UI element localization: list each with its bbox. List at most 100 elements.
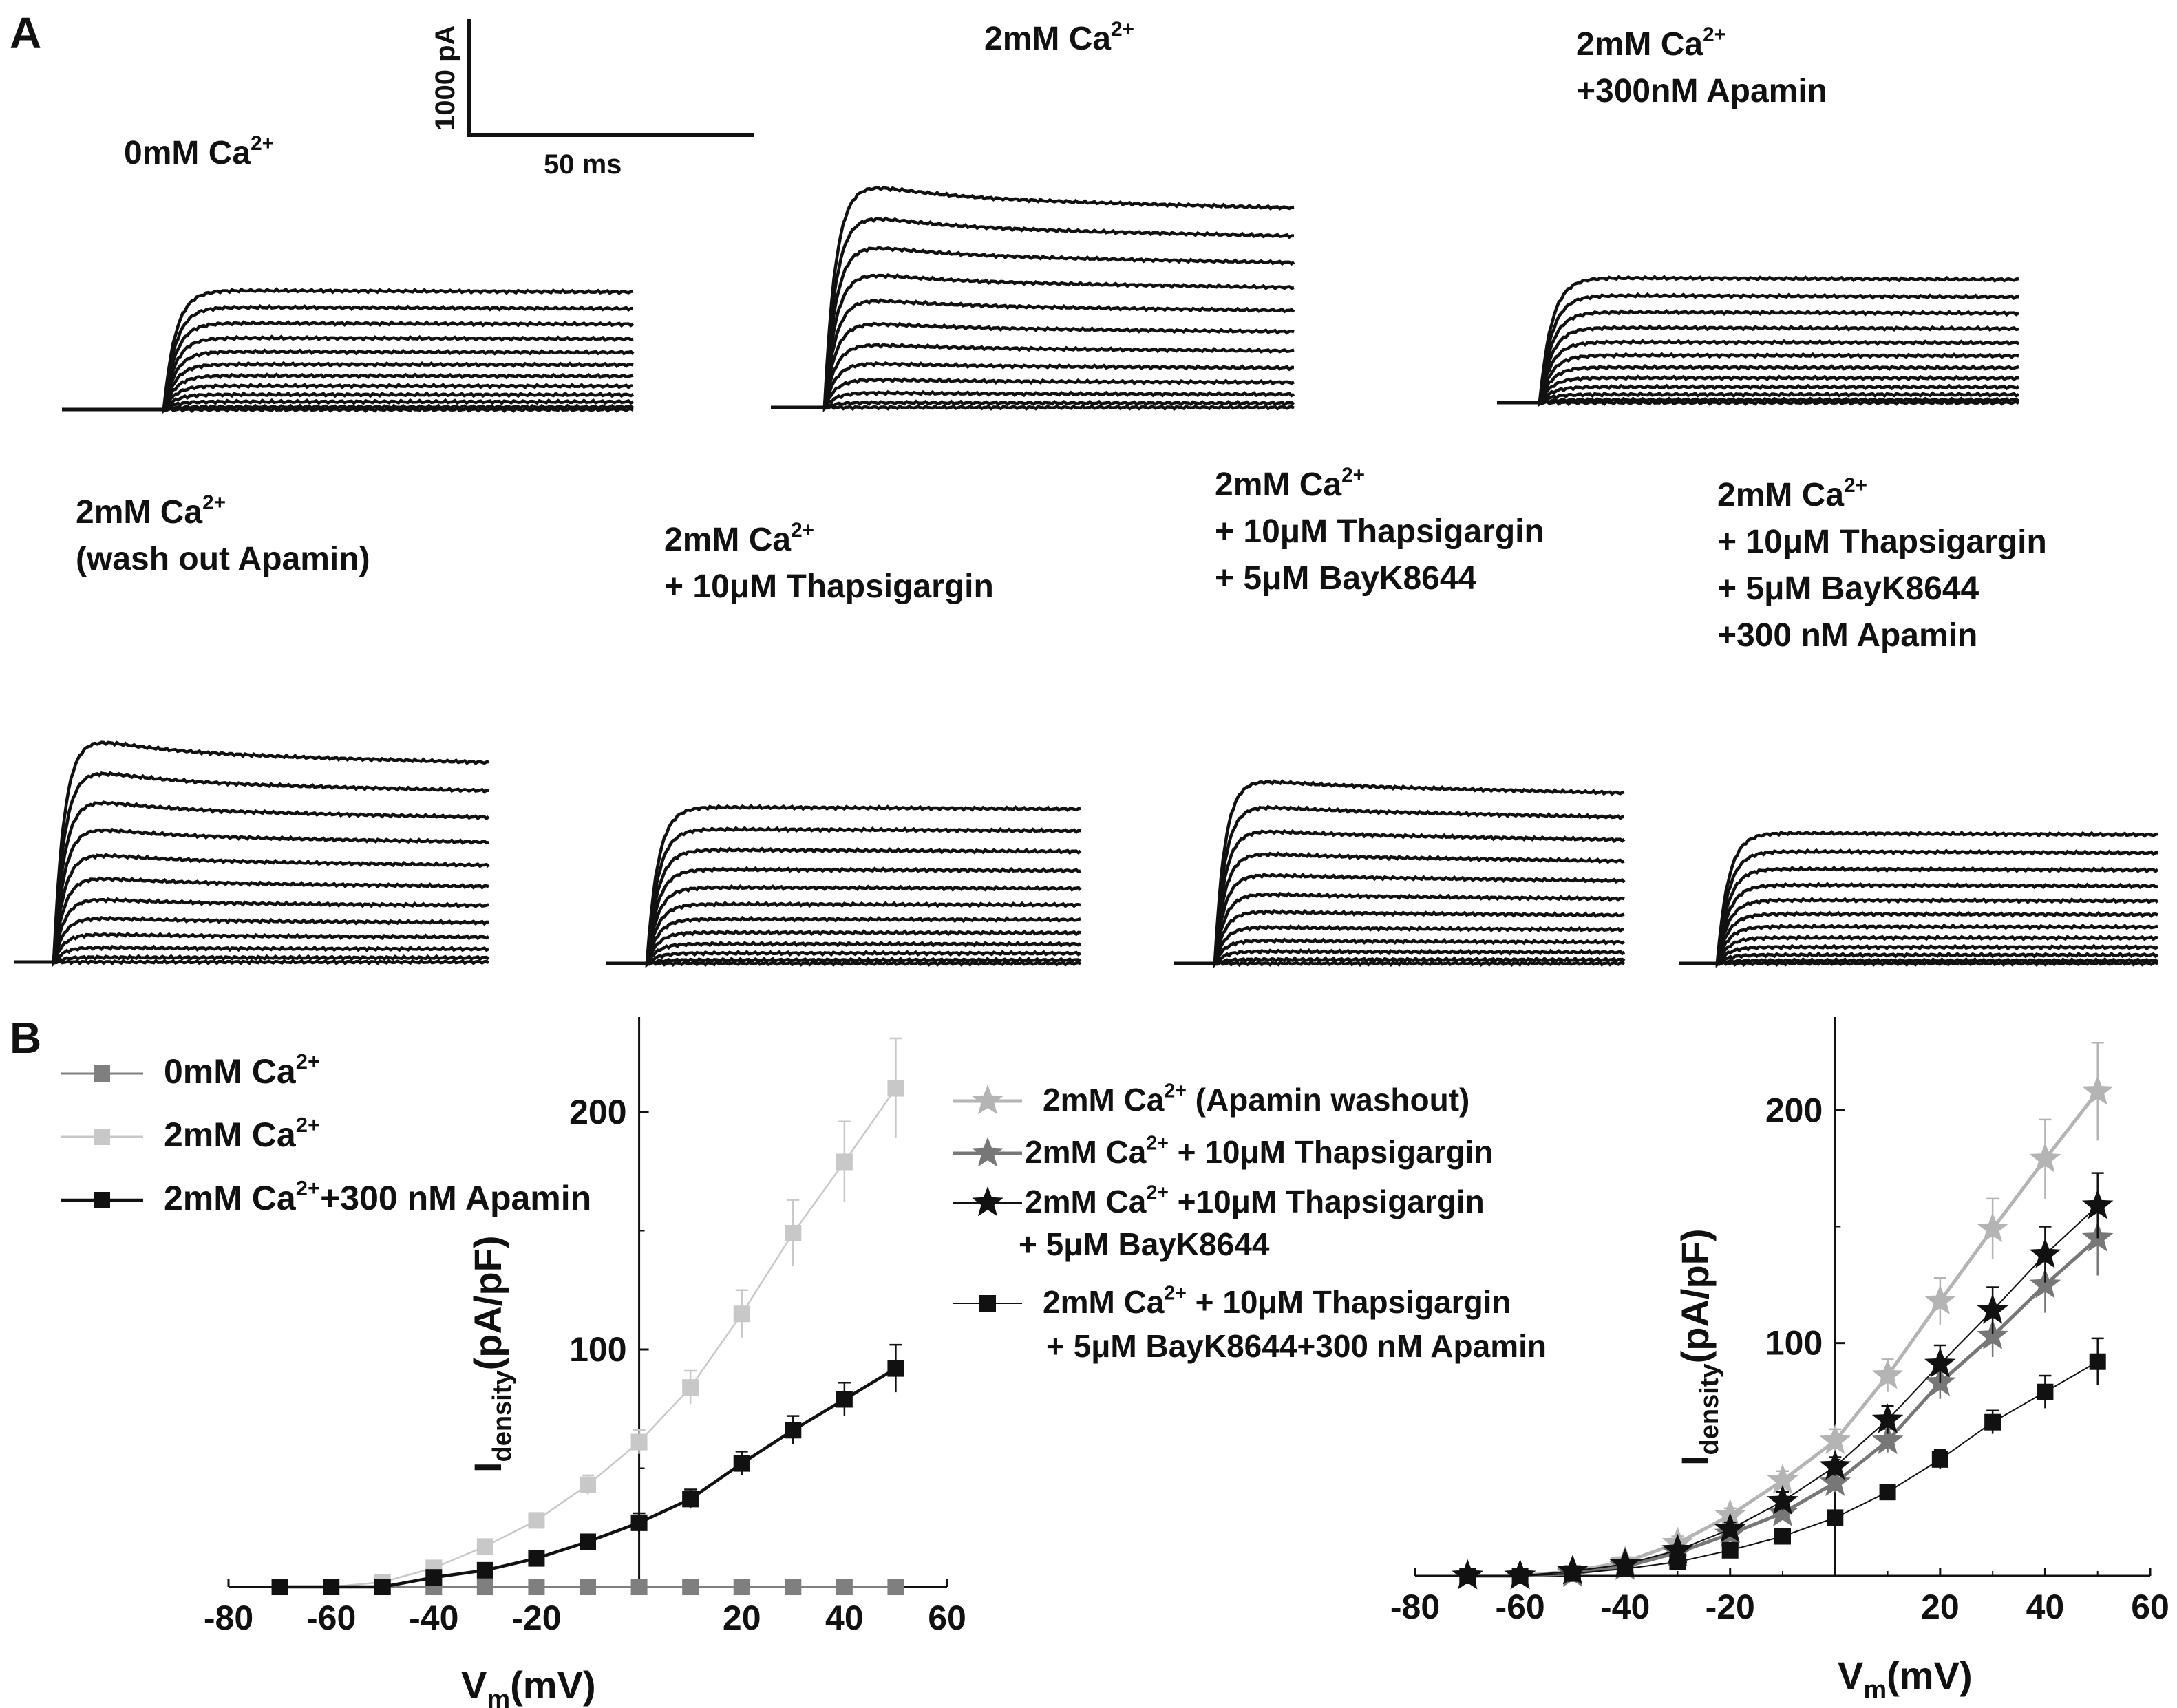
data-point (1767, 1496, 1798, 1527)
trace-panel-condition: + 10μM Thapsigargin (1215, 513, 1544, 550)
current-sweep (1497, 308, 2020, 405)
current-sweep (1174, 908, 1625, 965)
y-tick-label: 200 (569, 1093, 626, 1131)
x-axis-label: Vm(mV) (461, 1663, 596, 1708)
current-sweep (771, 361, 1295, 409)
current-sweep (1679, 829, 2158, 965)
legend-label: 2mM Ca2+ + 10μM Thapsigargin (1025, 1133, 1494, 1170)
current-sweep (1174, 956, 1626, 969)
series-4 (1459, 1337, 2106, 1584)
trace-panel: 2mM Ca2+ (771, 18, 1295, 413)
data-point (1661, 1533, 1694, 1564)
data-point (630, 1579, 648, 1595)
trace-panel: 2mM Ca2+ (wash out Apamin) (14, 491, 490, 968)
current-sweep (771, 186, 1295, 409)
current-sweep (62, 406, 635, 413)
current-sweep (771, 399, 1295, 412)
data-point (733, 1455, 750, 1472)
current-sweep (606, 846, 1082, 965)
trace-panel: 2mM Ca2+ + 10μM Thapsigargin (606, 519, 1082, 968)
data-point (682, 1491, 699, 1508)
trace-panel-title: 2mM Ca2+ (76, 491, 226, 531)
data-point (1617, 1560, 1634, 1577)
current-sweep (1174, 924, 1625, 965)
legend-marker (94, 1192, 110, 1208)
current-sweep (14, 800, 490, 964)
legend-marker (972, 1085, 1003, 1115)
legend-marker (972, 1137, 1003, 1167)
current-sweep (14, 853, 490, 964)
iv-chart-left: -80 -60 -40 -20 20 40 60 100 200 Vm(mV) Idensity(p… (61, 1017, 966, 1708)
x-tick-label: -40 (409, 1599, 458, 1637)
current-sweep (1174, 804, 1624, 965)
legend-marker (972, 1186, 1003, 1217)
data-point (425, 1569, 443, 1586)
data-point (1669, 1553, 1686, 1570)
data-point (476, 1561, 493, 1579)
current-sweep (62, 348, 635, 412)
data-point (528, 1579, 545, 1595)
data-point (1977, 1294, 2008, 1324)
current-sweep (606, 915, 1081, 965)
data-point (1714, 1513, 1746, 1543)
legend-item: 0mM Ca2+ (61, 1049, 320, 1091)
current-sweep (62, 287, 634, 412)
current-sweep (1174, 891, 1625, 965)
trace-panel-title: 2mM Ca2+ (1576, 23, 1726, 63)
data-point (630, 1433, 648, 1451)
current-sweep (606, 826, 1081, 965)
current-sweep (1174, 872, 1626, 965)
data-point (2029, 1238, 2061, 1268)
data-point (836, 1153, 853, 1171)
current-sweep (62, 372, 634, 412)
current-sweep (1497, 324, 2019, 405)
data-point (476, 1538, 493, 1555)
current-sweep (1497, 383, 2020, 405)
data-point (2089, 1353, 2106, 1370)
data-point (1931, 1451, 1948, 1468)
current-sweep (1679, 910, 2158, 965)
data-point (1819, 1450, 1851, 1480)
legend-label: 2mM Ca2+ (164, 1113, 320, 1154)
current-sweep (1497, 292, 2019, 405)
legend-item: 2mM Ca2+ +10μM Thapsigargin + 5μM BayK864… (953, 1182, 1485, 1262)
trace-panel-title: 2mM Ca2+ (1215, 464, 1365, 503)
current-sweep (606, 866, 1081, 965)
legend-label: 2mM Ca2+ +10μM Thapsigargin (1025, 1182, 1485, 1219)
legend-marker (94, 1129, 110, 1145)
data-point (1819, 1466, 1851, 1497)
x-tick-label: 20 (723, 1599, 761, 1637)
data-point (374, 1579, 391, 1595)
y-tick-label: 200 (1765, 1091, 1823, 1129)
current-sweep (1174, 851, 1625, 965)
data-point (1924, 1347, 1956, 1378)
current-sweep (771, 342, 1295, 409)
current-sweep (771, 246, 1295, 409)
scale-bar: 1000 pA 50 ms (430, 19, 754, 180)
current-sweep (14, 958, 490, 966)
x-tick-label: -20 (511, 1599, 561, 1637)
data-point (887, 1360, 904, 1377)
current-sweep (14, 827, 489, 964)
data-point (2029, 1142, 2061, 1173)
legend-label: 2mM Ca2+ + 10μM Thapsigargin (1043, 1283, 1511, 1320)
x-tick-label: 40 (2026, 1588, 2065, 1626)
current-sweep (1679, 957, 2159, 968)
trace-panel-title: 2mM Ca2+ (1717, 474, 1867, 513)
current-sweep (14, 954, 490, 968)
data-point (887, 1080, 904, 1097)
data-point (2081, 1075, 2114, 1105)
data-point (836, 1579, 853, 1595)
current-sweep (14, 771, 489, 964)
current-sweep (62, 334, 634, 412)
trace-panel-condition: +300 nM Apamin (1717, 617, 1977, 654)
data-point (2029, 1268, 2061, 1299)
x-tick-label: -60 (1495, 1588, 1544, 1626)
y-axis-label: Idensity(pA/pF) (1673, 1228, 1724, 1466)
trace-panel: 2mM Ca2+ + 10μM Thapsigargin + 5μM BayK864… (1679, 474, 2159, 968)
current-sweep (1679, 882, 2158, 965)
data-point (271, 1579, 288, 1595)
legend-marker (979, 1295, 996, 1312)
x-tick-label: 60 (2131, 1588, 2169, 1626)
current-sweep (1174, 959, 1626, 968)
